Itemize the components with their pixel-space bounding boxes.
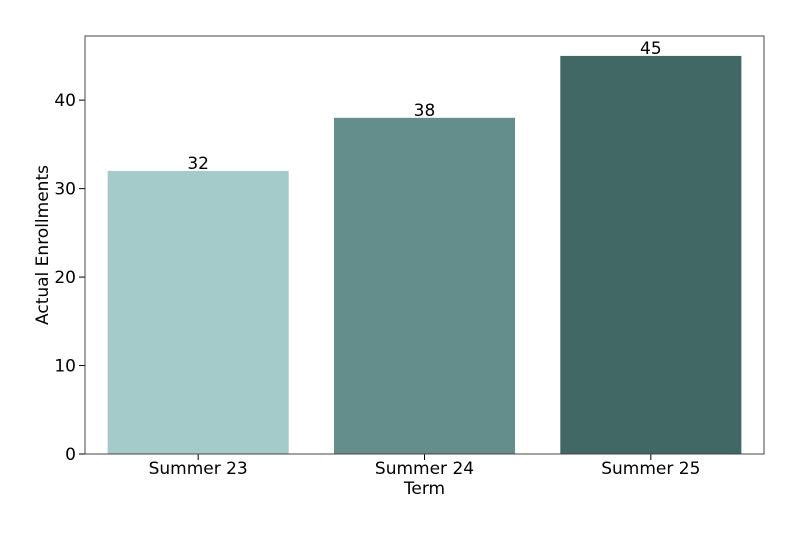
y-tick-label: 10 [54,357,76,377]
bar-data-labels: 32 38 45 [187,39,661,174]
y-tick-label: 40 [54,91,76,111]
y-tick-label: 20 [54,268,76,288]
bar [560,55,742,455]
plot-area-frame [84,35,765,455]
x-tick-label: Summer 24 [375,459,474,479]
bar [333,117,516,454]
y-tick-label: 30 [54,180,76,200]
y-axis-title: Actual Enrollments [33,165,53,325]
bars [107,55,742,455]
bar [107,170,289,455]
y-tick-label: 0 [65,445,76,465]
x-axis-ticks: Summer 23 Summer 24 Summer 25 [149,454,700,479]
x-axis-title: Term [403,479,445,499]
x-tick-label: Summer 25 [601,459,700,479]
x-tick-label: Summer 23 [149,459,248,479]
bar-value-label: 38 [414,101,436,121]
y-axis-ticks: 0 10 20 30 40 [54,91,85,465]
bar-value-label: 45 [640,39,662,59]
bar-value-label: 32 [187,154,209,174]
